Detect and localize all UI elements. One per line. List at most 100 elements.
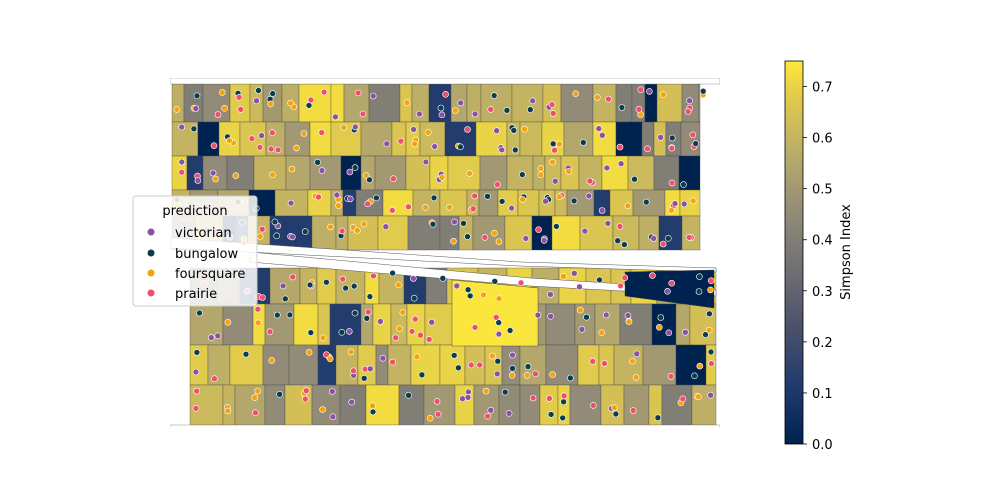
house-point: [460, 220, 467, 227]
house-point: [235, 94, 243, 101]
house-point: [346, 168, 354, 176]
house-point: [403, 99, 411, 106]
house-point: [300, 130, 308, 137]
legend-marker-foursquare: [147, 269, 155, 277]
house-point: [389, 269, 396, 277]
parcel: [186, 155, 204, 191]
house-point: [286, 311, 294, 319]
house-point: [315, 193, 322, 201]
parcel: [623, 384, 650, 426]
house-point: [495, 319, 503, 326]
house-point: [464, 233, 471, 240]
house-point: [287, 199, 295, 207]
house-point: [668, 134, 676, 142]
house-point: [547, 312, 554, 320]
house-point: [366, 176, 373, 184]
house-point: [493, 370, 501, 378]
house-point: [377, 318, 384, 325]
house-point: [319, 334, 327, 342]
house-point: [684, 108, 692, 115]
colorbar-tick-label: 0.7: [812, 81, 833, 96]
house-point: [668, 207, 675, 214]
house-point: [521, 125, 528, 133]
house-point: [251, 394, 259, 401]
house-point: [268, 129, 276, 136]
house-point: [506, 327, 514, 334]
parcel: [264, 384, 286, 426]
house-point: [603, 164, 611, 172]
house-point: [491, 229, 498, 237]
house-point: [338, 227, 346, 235]
house-point: [273, 311, 281, 319]
legend-marker-prairie: [147, 289, 155, 297]
house-point: [255, 87, 262, 94]
house-point: [306, 281, 314, 289]
house-point: [708, 360, 715, 367]
legend-label-foursquare: foursquare: [175, 267, 245, 282]
house-point: [589, 402, 597, 409]
house-point: [642, 198, 650, 206]
house-point: [519, 196, 526, 203]
house-point: [392, 334, 400, 342]
parcel: [472, 215, 506, 251]
house-point: [323, 278, 330, 286]
parcel: [439, 189, 468, 217]
house-point: [614, 237, 622, 244]
house-point: [339, 275, 347, 283]
house-point: [366, 365, 374, 373]
house-point: [408, 328, 416, 335]
house-point: [572, 90, 580, 97]
house-point: [476, 361, 484, 369]
house-point: [450, 237, 457, 245]
house-point: [360, 220, 368, 228]
house-point: [659, 240, 667, 248]
house-point: [258, 225, 266, 233]
parcel: [419, 121, 446, 157]
colorbar-tick-label: 0.2: [812, 336, 833, 351]
house-point: [551, 177, 559, 185]
house-point: [254, 387, 262, 395]
house-point: [549, 110, 557, 117]
parcel: [651, 303, 677, 346]
house-point: [617, 282, 624, 290]
legend-marker-victorian: [147, 228, 155, 236]
house-point: [253, 97, 260, 105]
house-point: [668, 144, 676, 152]
parcel: [656, 83, 683, 123]
house-point: [646, 88, 653, 95]
parcel: [382, 189, 414, 217]
parcel: [262, 344, 290, 386]
house-point: [397, 137, 405, 145]
house-point: [196, 309, 203, 317]
house-point: [598, 207, 606, 214]
house-point: [542, 197, 549, 205]
house-point: [382, 223, 390, 230]
house-point: [549, 140, 557, 148]
legend-entry-prairie: prairie: [147, 287, 217, 302]
house-point: [359, 110, 367, 118]
house-point: [437, 104, 445, 112]
parcel: [171, 121, 199, 157]
house-point: [338, 328, 346, 336]
parcel: [317, 344, 337, 386]
house-point: [426, 414, 434, 422]
house-point: [369, 402, 376, 410]
house-point: [625, 318, 633, 326]
house-point: [583, 313, 590, 321]
house-point: [410, 294, 418, 302]
house-point: [707, 277, 715, 285]
parcel: [229, 83, 251, 123]
house-point: [668, 279, 676, 287]
house-point: [289, 233, 296, 241]
house-point: [549, 158, 556, 166]
house-point: [596, 276, 603, 284]
house-point: [192, 404, 200, 412]
house-point: [586, 177, 594, 185]
house-point: [178, 168, 185, 176]
house-point: [629, 357, 636, 365]
house-point: [214, 332, 222, 340]
parcel: [551, 215, 581, 251]
house-point: [307, 96, 315, 104]
house-point: [252, 409, 259, 417]
house-point: [654, 414, 662, 422]
